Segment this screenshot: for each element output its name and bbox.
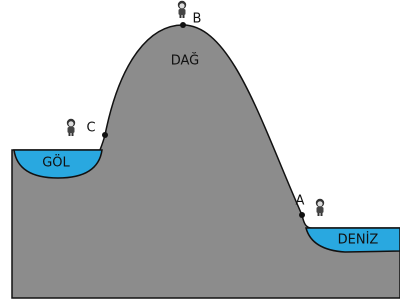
label-b: B	[193, 12, 202, 27]
person-a	[316, 199, 324, 216]
label-sea: DENİZ	[338, 232, 379, 248]
person-c	[67, 119, 75, 136]
point-b	[180, 22, 186, 28]
label-mountain: DAĞ	[171, 53, 200, 69]
point-a	[299, 212, 305, 218]
point-c	[102, 132, 108, 138]
label-a: A	[296, 194, 305, 209]
diagram: B DAĞ C GÖL A DENİZ	[0, 0, 400, 306]
label-lake: GÖL	[42, 154, 70, 171]
person-b	[178, 1, 186, 18]
label-c: C	[86, 121, 95, 136]
